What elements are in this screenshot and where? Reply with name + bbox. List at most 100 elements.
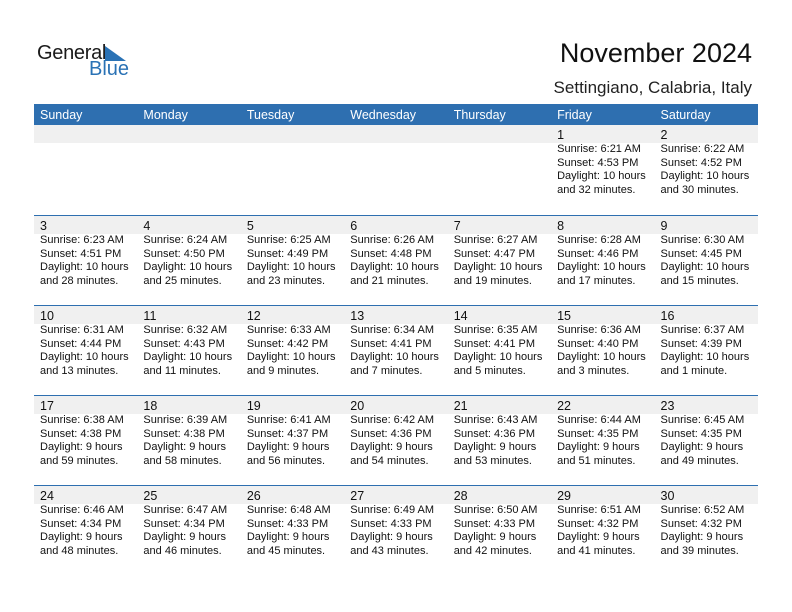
- daylight-text: Daylight: 9 hours: [40, 441, 123, 453]
- day-cell: 25 Sunrise: 6:47 AM Sunset: 4:34 PM Dayligh…: [137, 486, 240, 575]
- sunrise-text: Sunrise: 6:38 AM: [40, 414, 124, 426]
- sunrise-text: Sunrise: 6:26 AM: [350, 234, 435, 246]
- sunrise-text: Sunrise: 6:30 AM: [660, 234, 745, 246]
- empty-day-cell: [344, 125, 447, 215]
- day-cell: 24 Sunrise: 6:46 AM Sunset: 4:34 PM Dayligh…: [34, 486, 137, 575]
- sunrise-text: Sunrise: 6:35 AM: [453, 324, 538, 336]
- daylight-text: Daylight: 10 hours: [660, 351, 750, 363]
- day-number: 16: [660, 309, 675, 323]
- daylight-text: Daylight: 10 hours: [350, 261, 439, 273]
- daylight-text: and 23 minutes.: [246, 274, 326, 287]
- daylight-text: and 9 minutes.: [246, 364, 319, 377]
- sunrise-text: Sunrise: 6:24 AM: [143, 234, 228, 246]
- day-number: 18: [143, 399, 158, 413]
- daylight-text: and 11 minutes.: [143, 364, 221, 377]
- daylight-text: and 19 minutes.: [453, 274, 532, 287]
- daylight-text: Daylight: 10 hours: [557, 261, 646, 273]
- day-cell: 30 Sunrise: 6:52 AM Sunset: 4:32 PM Dayligh…: [655, 486, 758, 575]
- day-number: 8: [557, 219, 565, 233]
- daylight-text: Daylight: 10 hours: [453, 351, 543, 363]
- daylight-text: and 15 minutes.: [660, 274, 739, 287]
- daylight-text: and 25 minutes.: [143, 274, 222, 287]
- sunset-text: Sunset: 4:37 PM: [246, 427, 329, 440]
- sunrise-text: Sunrise: 6:39 AM: [143, 414, 228, 426]
- sunset-text: Sunset: 4:41 PM: [350, 337, 432, 350]
- day-cell: 17 Sunrise: 6:38 AM Sunset: 4:38 PM Dayligh…: [34, 396, 137, 485]
- sunrise-text: Sunrise: 6:47 AM: [143, 504, 228, 516]
- day-number: 1: [557, 128, 565, 142]
- sunset-text: Sunset: 4:38 PM: [40, 427, 122, 440]
- daylight-text: and 30 minutes.: [660, 183, 739, 196]
- daylight-text: and 49 minutes.: [660, 454, 739, 467]
- day-cell: 8 Sunrise: 6:28 AM Sunset: 4:46 PM Daylight…: [551, 216, 654, 305]
- day-cell: 1 Sunrise: 6:21 AM Sunset: 4:53 PM Daylight…: [551, 125, 654, 215]
- day-number: 7: [453, 219, 461, 233]
- sunrise-text: Sunrise: 6:32 AM: [143, 324, 228, 336]
- daylight-text: Daylight: 9 hours: [453, 441, 537, 453]
- sunrise-text: Sunrise: 6:43 AM: [453, 414, 538, 426]
- sunrise-text: Sunrise: 6:21 AM: [557, 143, 641, 155]
- sunrise-text: Sunrise: 6:46 AM: [40, 504, 124, 516]
- sunrise-text: Sunrise: 6:48 AM: [246, 504, 331, 516]
- day-cell: 23 Sunrise: 6:45 AM Sunset: 4:35 PM Dayligh…: [655, 396, 758, 485]
- date-band: [34, 216, 758, 234]
- day-number: 17: [40, 399, 54, 413]
- day-number: 11: [143, 309, 157, 323]
- sunrise-text: Sunrise: 6:27 AM: [453, 234, 538, 246]
- daylight-text: and 58 minutes.: [143, 454, 222, 467]
- day-number: 2: [660, 128, 668, 142]
- sunset-text: Sunset: 4:48 PM: [350, 247, 432, 260]
- weekday-monday: Monday: [143, 108, 188, 122]
- sunset-text: Sunset: 4:46 PM: [557, 247, 639, 260]
- daylight-text: Daylight: 9 hours: [350, 441, 433, 453]
- daylight-text: Daylight: 10 hours: [143, 261, 233, 273]
- daylight-text: and 48 minutes.: [40, 544, 119, 557]
- sunset-text: Sunset: 4:45 PM: [660, 247, 742, 260]
- weekday-wednesday: Wednesday: [350, 108, 417, 122]
- day-cell: 11 Sunrise: 6:32 AM Sunset: 4:43 PM Dayligh…: [137, 306, 240, 395]
- day-number: 24: [40, 489, 54, 503]
- daylight-text: Daylight: 10 hours: [246, 351, 336, 363]
- sunrise-text: Sunrise: 6:28 AM: [557, 234, 641, 246]
- daylight-text: and 46 minutes.: [143, 544, 222, 557]
- daylight-text: Daylight: 9 hours: [40, 531, 123, 543]
- weekday-tuesday: Tuesday: [246, 108, 295, 122]
- sunrise-text: Sunrise: 6:41 AM: [246, 414, 331, 426]
- day-number: 23: [660, 399, 675, 413]
- date-band: [34, 306, 758, 324]
- daylight-text: Daylight: 10 hours: [350, 351, 439, 363]
- daylight-text: and 3 minutes.: [557, 364, 630, 377]
- daylight-text: and 43 minutes.: [350, 544, 429, 557]
- sunset-text: Sunset: 4:34 PM: [40, 517, 122, 530]
- sunset-text: Sunset: 4:51 PM: [40, 247, 122, 260]
- daylight-text: Daylight: 10 hours: [40, 351, 129, 363]
- day-cell: 21 Sunrise: 6:43 AM Sunset: 4:36 PM Dayligh…: [448, 396, 551, 485]
- daylight-text: Daylight: 9 hours: [660, 531, 744, 543]
- daylight-text: Daylight: 10 hours: [557, 351, 646, 363]
- day-cell: 14 Sunrise: 6:35 AM Sunset: 4:41 PM Dayligh…: [448, 306, 551, 395]
- sunrise-text: Sunrise: 6:31 AM: [40, 324, 124, 336]
- logo-triangle-icon: [105, 46, 126, 61]
- day-cell: 22 Sunrise: 6:44 AM Sunset: 4:35 PM Dayligh…: [551, 396, 654, 485]
- day-number: 14: [453, 309, 468, 323]
- daylight-text: Daylight: 10 hours: [660, 261, 750, 273]
- logo-text-general: General: [37, 42, 107, 64]
- sunset-text: Sunset: 4:36 PM: [350, 427, 432, 440]
- daylight-text: and 56 minutes.: [246, 454, 326, 467]
- daylight-text: Daylight: 9 hours: [453, 531, 537, 543]
- calendar: Sunday Monday Tuesday Wednesday Thursday Frid…: [34, 104, 758, 575]
- daylight-text: Daylight: 9 hours: [557, 441, 640, 453]
- sunrise-text: Sunrise: 6:45 AM: [660, 414, 745, 426]
- sunrise-text: Sunrise: 6:25 AM: [246, 234, 331, 246]
- day-cell: 5 Sunrise: 6:25 AM Sunset: 4:49 PM Daylight…: [241, 216, 344, 305]
- day-cell: 3 Sunrise: 6:23 AM Sunset: 4:51 PM Daylight…: [34, 216, 137, 305]
- day-number: 20: [350, 399, 365, 413]
- day-number: 28: [453, 489, 468, 503]
- daylight-text: Daylight: 10 hours: [246, 261, 336, 273]
- day-number: 12: [246, 309, 261, 323]
- sunset-text: Sunset: 4:38 PM: [143, 427, 225, 440]
- week-row: 24 Sunrise: 6:46 AM Sunset: 4:34 PM Dayligh…: [34, 485, 758, 575]
- day-cell: 26 Sunrise: 6:48 AM Sunset: 4:33 PM Dayligh…: [241, 486, 344, 575]
- sunrise-text: Sunrise: 6:22 AM: [660, 143, 745, 155]
- sunset-text: Sunset: 4:52 PM: [660, 156, 742, 169]
